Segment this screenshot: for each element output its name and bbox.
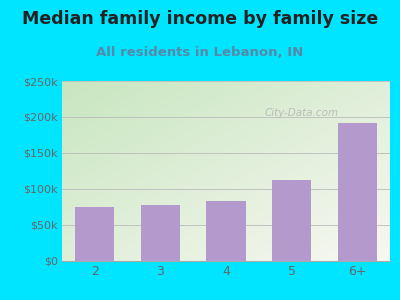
Bar bbox=[338, 124, 377, 261]
Text: Median family income by family size: Median family income by family size bbox=[22, 11, 378, 28]
Bar bbox=[141, 205, 180, 261]
Text: City-Data.com: City-Data.com bbox=[264, 108, 338, 118]
Text: All residents in Lebanon, IN: All residents in Lebanon, IN bbox=[96, 46, 304, 59]
Bar bbox=[75, 207, 114, 261]
Bar bbox=[206, 200, 246, 261]
Bar bbox=[272, 180, 311, 261]
